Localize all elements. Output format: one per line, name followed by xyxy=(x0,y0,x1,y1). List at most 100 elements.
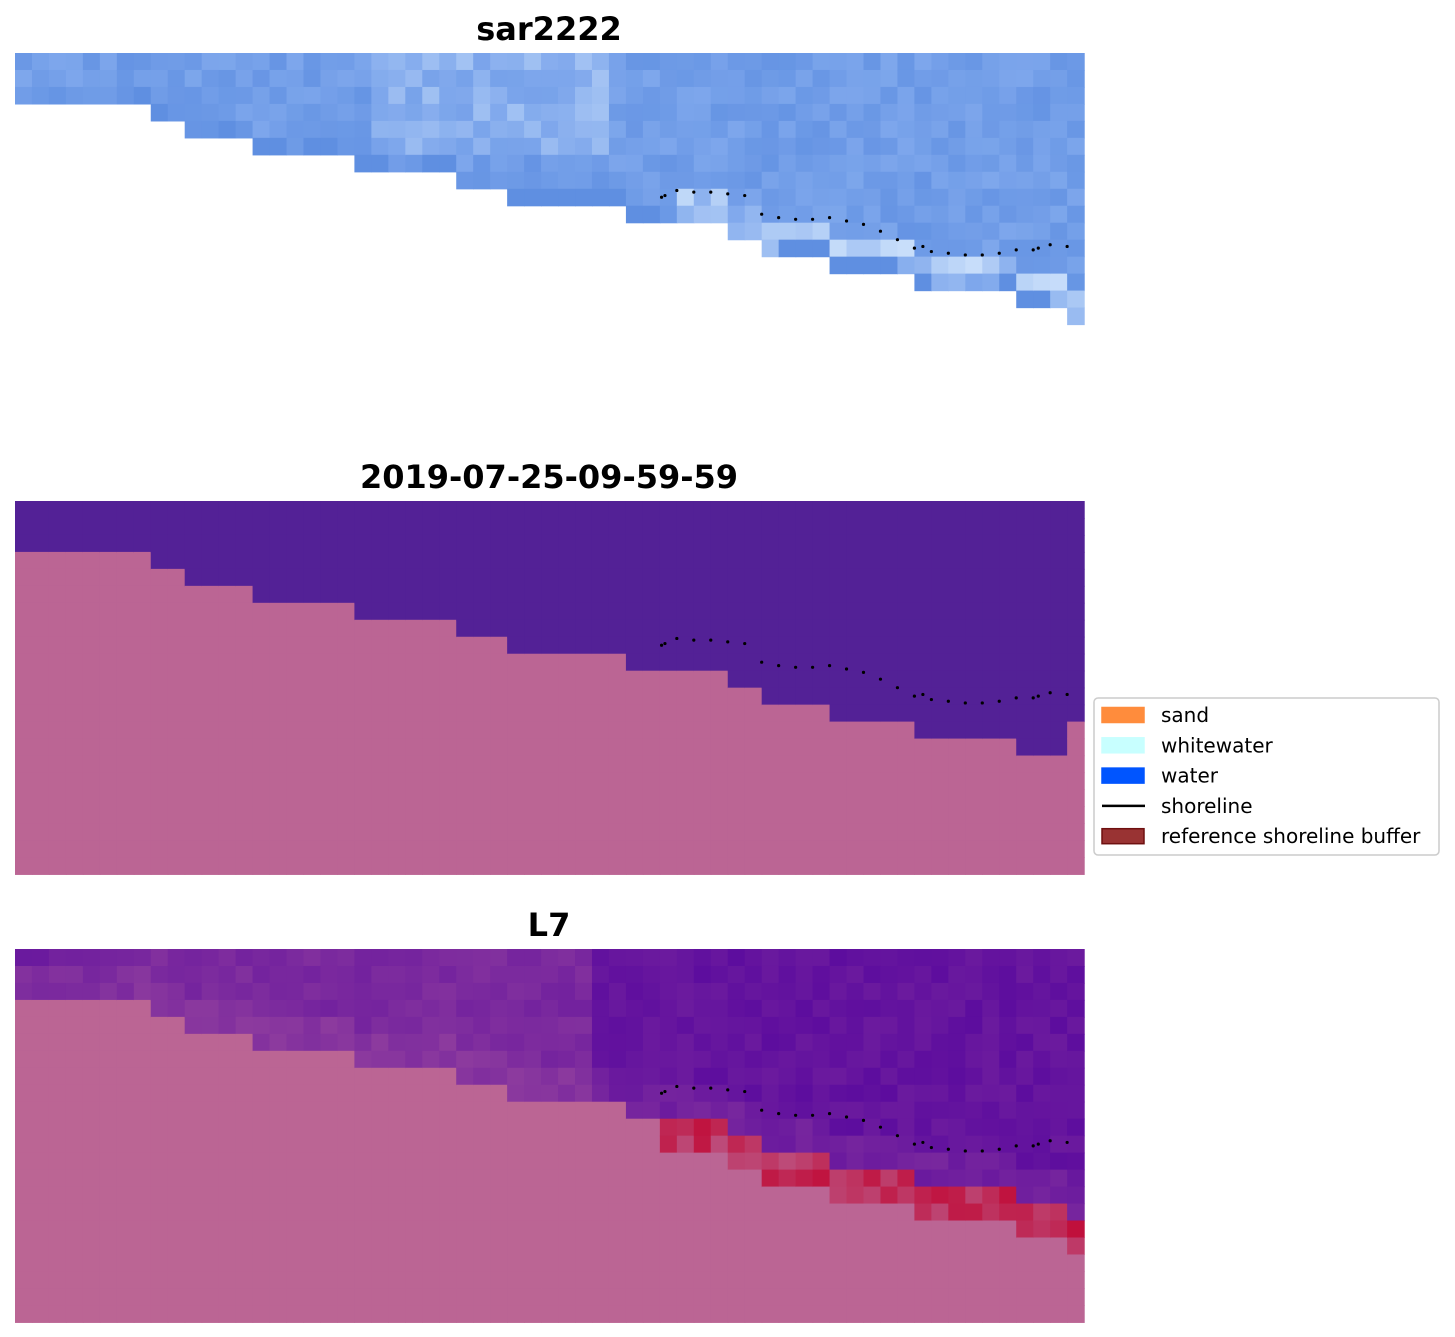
land-pixel xyxy=(150,704,169,723)
water-pixel xyxy=(642,585,661,604)
water-pixel xyxy=(541,1033,559,1052)
sar-pixel xyxy=(422,120,440,139)
water-pixel xyxy=(812,1084,831,1103)
sar-pixel xyxy=(863,256,882,275)
land-pixel xyxy=(167,1203,186,1222)
land-pixel xyxy=(337,1271,355,1289)
land-pixel xyxy=(99,1033,118,1052)
water-pixel xyxy=(982,1152,1000,1171)
land-pixel xyxy=(676,857,695,875)
water-pixel xyxy=(625,982,644,1001)
land-pixel xyxy=(439,1237,457,1256)
sar-pixel xyxy=(829,120,848,139)
water-pixel xyxy=(642,653,661,672)
land-pixel xyxy=(65,1067,84,1086)
land-pixel xyxy=(897,857,916,875)
legend-label: sand xyxy=(1161,703,1209,727)
shoreline-point xyxy=(743,641,747,646)
land-pixel xyxy=(507,806,525,825)
water-pixel xyxy=(235,534,254,553)
land-pixel xyxy=(286,1288,305,1306)
water-pixel xyxy=(795,602,814,621)
sar-pixel xyxy=(524,69,542,88)
water-pixel xyxy=(710,982,729,1001)
water-pixel xyxy=(473,534,491,553)
land-pixel xyxy=(710,806,729,825)
land-pixel xyxy=(269,1101,288,1120)
land-pixel xyxy=(405,1186,423,1205)
water-pixel xyxy=(1033,517,1051,536)
sar-pixel xyxy=(1050,188,1068,207)
sar-pixel xyxy=(948,53,966,71)
water-pixel xyxy=(1050,1135,1068,1154)
water-pixel xyxy=(982,999,1000,1018)
water-pixel xyxy=(541,585,559,604)
land-pixel xyxy=(778,1203,797,1222)
land-pixel xyxy=(82,755,101,774)
shoreline-point xyxy=(726,640,730,644)
sar-pixel xyxy=(846,222,865,241)
sar-pixel xyxy=(880,53,899,71)
sar-pixel xyxy=(999,222,1017,241)
water-pixel xyxy=(931,1135,949,1154)
land-pixel xyxy=(490,840,508,858)
land-pixel xyxy=(218,857,237,875)
sar-pixel xyxy=(982,205,1000,224)
land-pixel xyxy=(473,704,491,723)
water-pixel xyxy=(761,1050,780,1069)
panel-3-shoreline xyxy=(659,1084,1069,1153)
land-pixel xyxy=(982,840,1000,858)
land-pixel xyxy=(99,1101,118,1120)
sar-pixel xyxy=(1033,154,1051,173)
land-pixel xyxy=(235,1118,254,1137)
land-pixel xyxy=(812,806,831,825)
land-pixel xyxy=(1067,1237,1085,1256)
land-pixel xyxy=(965,1186,983,1205)
sar-pixel xyxy=(456,69,474,88)
land-pixel xyxy=(15,721,33,740)
land-pixel xyxy=(235,738,254,757)
land-pixel xyxy=(201,1305,220,1323)
land-pixel xyxy=(846,857,865,875)
sar-pixel xyxy=(507,53,525,71)
water-pixel xyxy=(320,949,339,967)
land-pixel xyxy=(65,1084,84,1103)
land-pixel xyxy=(218,806,237,825)
land-pixel xyxy=(252,704,271,723)
sar-pixel xyxy=(608,188,627,207)
water-pixel xyxy=(286,965,305,984)
land-pixel xyxy=(235,772,254,791)
water-pixel xyxy=(812,1050,831,1069)
land-pixel xyxy=(558,1271,576,1289)
land-pixel xyxy=(116,806,135,825)
land-pixel xyxy=(235,1203,254,1222)
sar-pixel xyxy=(744,53,763,71)
water-pixel xyxy=(863,1067,882,1086)
land-pixel xyxy=(897,1271,916,1289)
sar-pixel xyxy=(625,171,644,190)
land-pixel xyxy=(812,772,831,791)
land-pixel xyxy=(659,1271,678,1289)
land-pixel xyxy=(65,999,84,1018)
sar-pixel xyxy=(473,69,491,88)
water-pixel xyxy=(761,1135,780,1154)
sar-pixel xyxy=(625,205,644,224)
land-pixel xyxy=(31,1050,50,1069)
land-pixel xyxy=(575,1101,593,1120)
sar-pixel xyxy=(727,205,746,224)
land-pixel xyxy=(575,1152,593,1171)
sar-pixel xyxy=(693,205,712,224)
sar-pixel xyxy=(863,188,882,207)
water-pixel xyxy=(778,585,797,604)
land-pixel xyxy=(303,1067,322,1086)
land-pixel xyxy=(541,806,559,825)
land-pixel xyxy=(812,704,831,723)
land-pixel xyxy=(337,738,355,757)
land-pixel xyxy=(591,1118,610,1137)
land-pixel xyxy=(897,1254,916,1273)
water-pixel xyxy=(829,1016,848,1035)
water-pixel xyxy=(1016,1118,1034,1137)
sar-pixel xyxy=(201,69,220,88)
land-pixel xyxy=(456,1135,474,1154)
sar-pixel xyxy=(575,137,593,156)
